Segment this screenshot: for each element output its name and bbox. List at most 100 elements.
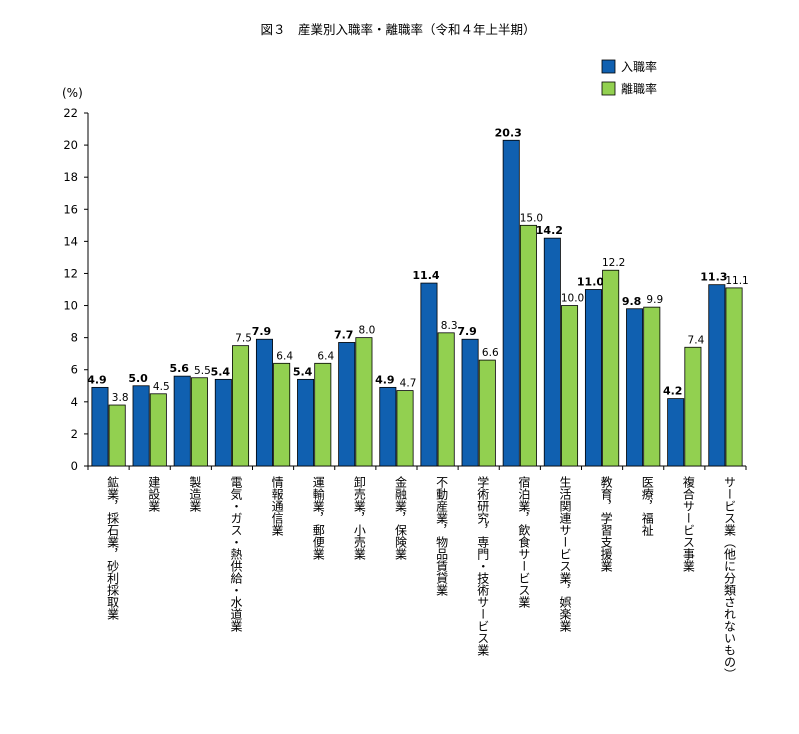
data-label-hiring-rate: 7.7 bbox=[334, 328, 354, 341]
bar-hiring-rate bbox=[461, 338, 479, 467]
y-tick-label: 10 bbox=[63, 299, 78, 313]
bar-hiring-rate bbox=[667, 398, 685, 467]
y-tick-label: 0 bbox=[71, 459, 78, 473]
y-tick-label: 4 bbox=[71, 395, 78, 409]
data-label-hiring-rate: 4.2 bbox=[663, 385, 683, 398]
data-label-separation-rate: 4.5 bbox=[153, 381, 170, 393]
bar-hiring-rate bbox=[132, 385, 150, 467]
x-category-label: 不動産業，物品賃貸業 bbox=[435, 476, 449, 596]
data-label-hiring-rate: 5.6 bbox=[169, 362, 189, 375]
x-category-label: 複合サービス事業 bbox=[681, 475, 695, 572]
x-category-label: 宿泊業，飲食サービス業 bbox=[517, 475, 531, 608]
y-tick-label: 6 bbox=[71, 363, 78, 377]
data-label-separation-rate: 3.8 bbox=[112, 392, 129, 404]
x-category-label: 学術研究，専門・技術サービス業 bbox=[476, 475, 490, 656]
x-axis: 鉱業，採石業，砂利採取業 建設業 製造業 電気・ガス・熱供給・水道業 情報通信業 運輸業，… bbox=[106, 475, 737, 680]
data-label-separation-rate: 7.4 bbox=[688, 334, 705, 346]
bar-hiring-rate bbox=[91, 386, 109, 467]
bar-separation-rate bbox=[561, 305, 579, 467]
bar-hiring-rate bbox=[420, 282, 438, 467]
x-category-label: 建設業 bbox=[147, 476, 161, 512]
plot-area: 4.93.85.04.55.6 5.5 5.47.57.96.45.46.47.7 8… bbox=[87, 126, 749, 467]
bar-separation-rate bbox=[519, 224, 537, 467]
x-category-label: 教育，学習支援業 bbox=[599, 475, 613, 572]
data-label-hiring-rate: 20.3 bbox=[495, 126, 522, 139]
bar-hiring-rate bbox=[255, 338, 273, 467]
data-label-separation-rate: 8.3 bbox=[441, 320, 458, 332]
bar-separation-rate bbox=[602, 269, 620, 467]
bar-hiring-rate bbox=[502, 139, 520, 467]
y-tick-label: 22 bbox=[63, 106, 78, 120]
data-label-separation-rate: 9.9 bbox=[646, 294, 663, 306]
data-label-separation-rate: 6.6 bbox=[482, 347, 499, 359]
bar-hiring-rate bbox=[297, 378, 315, 467]
x-category-label: 生活関連サービス業，娯楽業 bbox=[558, 476, 572, 632]
data-label-hiring-rate: 5.4 bbox=[293, 365, 313, 378]
y-axis-unit: (%) bbox=[62, 86, 83, 100]
bar-separation-rate bbox=[232, 345, 250, 467]
data-label-separation-rate: 4.7 bbox=[400, 378, 417, 390]
y-tick-label: 2 bbox=[71, 427, 78, 441]
x-category-label: 製造業 bbox=[188, 476, 202, 512]
bar-separation-rate bbox=[478, 359, 496, 467]
data-label-separation-rate: 15.0 bbox=[520, 212, 543, 224]
x-category-label: サービス業（他に分類されないもの） bbox=[722, 476, 736, 680]
data-label-hiring-rate: 4.9 bbox=[87, 373, 107, 386]
x-category-label: 卸売業，小売業 bbox=[352, 475, 366, 560]
data-label-hiring-rate: 7.9 bbox=[252, 325, 272, 338]
bar-hiring-rate bbox=[173, 375, 191, 467]
bar-hiring-rate bbox=[379, 386, 397, 467]
bar-separation-rate bbox=[725, 287, 743, 467]
data-label-hiring-rate: 5.4 bbox=[211, 365, 231, 378]
data-label-hiring-rate: 5.0 bbox=[128, 372, 148, 385]
data-label-hiring-rate: 9.8 bbox=[622, 295, 642, 308]
legend-swatch-hiring-rate bbox=[601, 59, 616, 74]
y-tick-label: 12 bbox=[63, 266, 78, 280]
data-label-separation-rate: 11.1 bbox=[725, 275, 748, 287]
data-label-separation-rate: 12.2 bbox=[602, 257, 625, 269]
data-label-hiring-rate: 11.4 bbox=[412, 269, 439, 282]
bar-hiring-rate bbox=[214, 378, 232, 467]
bar-hiring-rate bbox=[708, 284, 726, 467]
y-tick-label: 20 bbox=[63, 138, 78, 152]
bar-hiring-rate bbox=[338, 342, 356, 467]
data-label-hiring-rate: 11.3 bbox=[700, 271, 727, 284]
data-label-separation-rate: 7.5 bbox=[235, 333, 252, 345]
bar-separation-rate bbox=[355, 337, 373, 467]
bar-separation-rate bbox=[437, 332, 455, 467]
bar-separation-rate bbox=[314, 362, 332, 467]
chart-title: 図３ 産業別入職率・離職率（令和４年上半期） bbox=[260, 22, 535, 37]
bar-separation-rate bbox=[684, 346, 702, 467]
y-tick-label: 16 bbox=[63, 202, 78, 216]
bar-hiring-rate bbox=[543, 237, 561, 467]
data-label-hiring-rate: 11.0 bbox=[577, 276, 604, 289]
bar-separation-rate bbox=[273, 362, 291, 467]
data-label-hiring-rate: 7.9 bbox=[457, 325, 477, 338]
bar-separation-rate bbox=[396, 390, 414, 467]
data-label-separation-rate: 6.4 bbox=[317, 350, 334, 362]
legend-label-hiring-rate: 入職率 bbox=[621, 59, 657, 74]
data-label-hiring-rate: 14.2 bbox=[536, 224, 563, 237]
data-label-separation-rate: 6.4 bbox=[276, 350, 293, 362]
data-label-separation-rate: 10.0 bbox=[561, 293, 584, 305]
bar-separation-rate bbox=[149, 393, 167, 467]
y-tick-label: 8 bbox=[71, 331, 78, 345]
legend-label-separation-rate: 離職率 bbox=[621, 81, 657, 96]
x-category-label: 金融業，保険業 bbox=[393, 475, 407, 560]
y-tick-label: 18 bbox=[63, 170, 78, 184]
bar-hiring-rate bbox=[584, 289, 602, 467]
x-category-label: 医療，福祉 bbox=[640, 476, 654, 537]
bar-separation-rate bbox=[108, 404, 126, 467]
x-category-label: 運輸業，郵便業 bbox=[311, 476, 325, 560]
legend-swatch-separation-rate bbox=[601, 81, 616, 96]
bar-separation-rate bbox=[190, 377, 208, 467]
y-tick-label: 14 bbox=[63, 234, 78, 248]
x-category-label: 電気・ガス・熱供給・水道業 bbox=[229, 476, 243, 632]
data-label-separation-rate: 5.5 bbox=[194, 365, 211, 377]
x-category-label: 情報通信業 bbox=[270, 476, 284, 536]
bar-separation-rate bbox=[643, 306, 661, 467]
data-label-separation-rate: 8.0 bbox=[359, 325, 376, 337]
bar-hiring-rate bbox=[626, 308, 644, 467]
